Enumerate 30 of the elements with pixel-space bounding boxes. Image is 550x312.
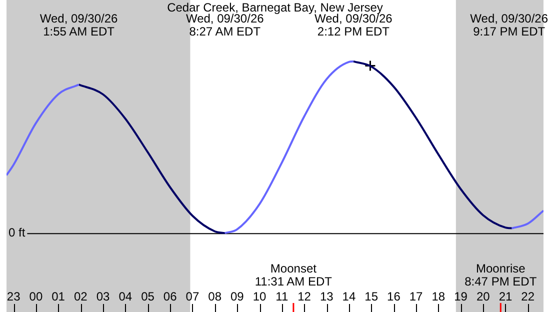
x-tick-label: 12 xyxy=(298,290,312,304)
x-tick-label: 05 xyxy=(141,290,155,304)
x-tick-label: 13 xyxy=(320,290,334,304)
x-tick-label: 07 xyxy=(186,290,200,304)
x-tick-label: 04 xyxy=(118,290,132,304)
ref-line-label: 0 ft xyxy=(8,225,26,240)
x-tick-label: 20 xyxy=(476,290,490,304)
x-tick-label: 15 xyxy=(364,290,378,304)
x-tick-label: 08 xyxy=(208,290,222,304)
x-tick-label: 00 xyxy=(29,290,43,304)
chart-title: Cedar Creek, Barnegat Bay, New Jersey xyxy=(167,0,383,14)
text: Wed, 09/30/26 1:55 AM EDT xyxy=(40,11,118,38)
x-tick-label: 19 xyxy=(454,290,468,304)
x-tick-label: 01 xyxy=(52,290,66,304)
x-tick-label: 06 xyxy=(163,290,178,304)
ref-line-label: Moonset 11:31 AM EDT xyxy=(254,261,333,288)
x-tick-label: 11 xyxy=(276,290,288,304)
x-tick-label: 09 xyxy=(230,290,244,304)
x-tick-label: 18 xyxy=(432,290,446,304)
x-tick-label: 10 xyxy=(252,290,267,304)
ref-line-label: Moonrise 8:47 PM EDT xyxy=(464,261,538,288)
x-tick-label: 17 xyxy=(409,290,424,304)
x-tick-label: 23 xyxy=(6,290,21,304)
x-tick-label: 22 xyxy=(521,290,535,304)
x-tick-label: 21 xyxy=(498,290,512,304)
x-tick-label: 02 xyxy=(74,290,88,304)
x-tick-label: 03 xyxy=(96,290,110,304)
x-tick-label: 16 xyxy=(387,290,401,304)
text: Wed, 09/30/26 9:17 PM EDT xyxy=(470,11,548,38)
x-tick-label: 14 xyxy=(342,290,356,304)
